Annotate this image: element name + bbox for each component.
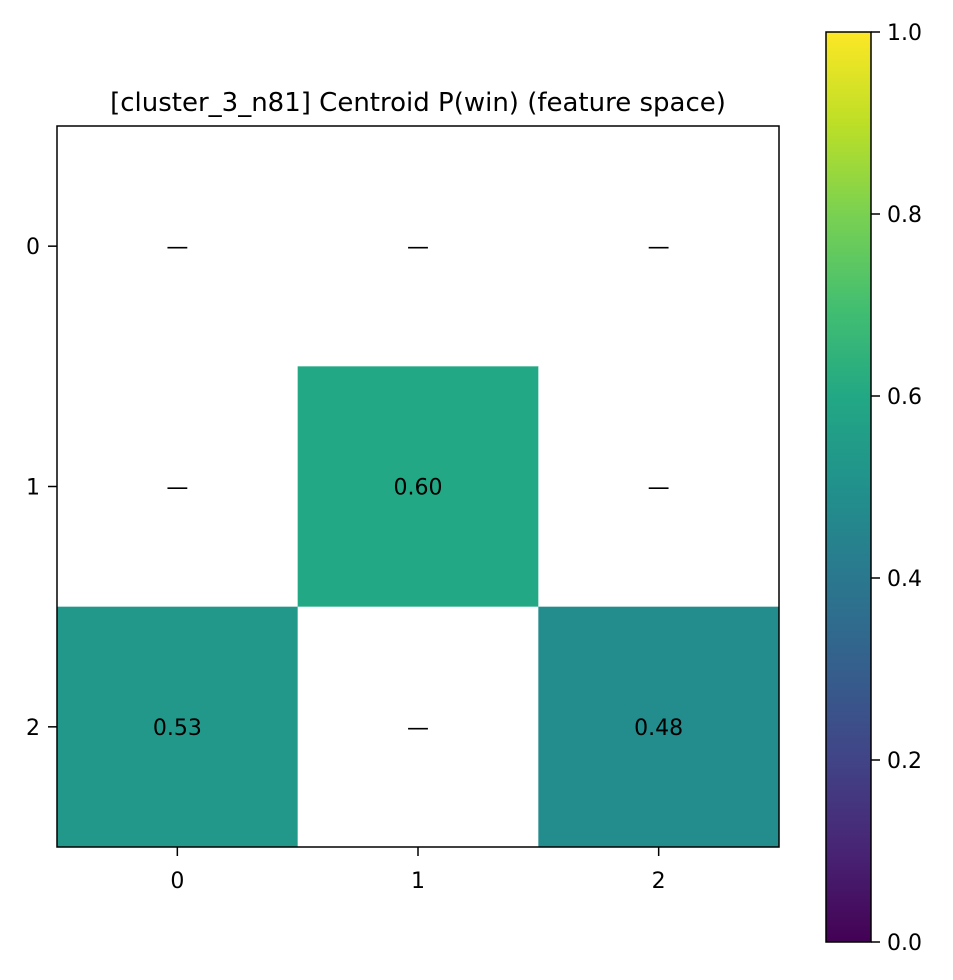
colorbar-ticks: 0.0 0.2 0.4 0.6 0.8 1.0 [871,21,922,956]
colorbar-tick-label-5: 1.0 [887,21,922,46]
heatmap-cell-r2-c2 [538,606,780,848]
heatmap-cell-r1-c2 [538,366,780,608]
heatmap-cell-label-r1-c1: 0.60 [394,476,443,501]
colorbar-tick-label-1: 0.2 [887,749,922,774]
heatmap-cell-r1-c0 [57,366,299,608]
colorbar-tick-label-3: 0.6 [887,385,922,410]
heatmap-cell-r0-c0 [57,126,299,367]
heatmap-cell-label-r0-c0: — [166,235,188,260]
chart-title: [cluster_3_n81] Centroid P(win) (feature… [110,88,726,118]
heatmap-cell-label-r0-c2: — [648,235,670,260]
y-axis: 0 1 2 [26,235,57,741]
colorbar-tick-label-2: 0.4 [887,567,922,592]
heatmap-cell-label-r1-c2: — [648,476,670,501]
x-tick-label-0: 0 [170,869,184,894]
heatmap-cell-label-r2-c2: 0.48 [634,716,683,741]
colorbar-tick-label-4: 0.8 [887,203,922,228]
colorbar: 0.0 0.2 0.4 0.6 0.8 1.0 [825,21,922,956]
heatmap-cell-label-r1-c0: — [166,476,188,501]
colorbar-frame [825,31,872,943]
heatmap-cells [57,126,780,848]
heatmap-cell-r0-c2 [538,126,780,367]
heatmap-cell-label-r2-c1: — [407,716,429,741]
heatmap-cell-label-r0-c1: — [407,235,429,260]
heatmap-cell-label-r2-c0: 0.53 [153,716,202,741]
colorbar-tick-label-0: 0.0 [887,931,922,956]
heatmap-cell-r2-c0 [57,606,299,848]
heatmap-cell-r2-c1 [297,606,539,848]
x-axis: 0 1 2 [170,847,666,894]
y-tick-label-1: 1 [26,476,40,501]
x-tick-label-1: 1 [411,869,425,894]
heatmap-cell-labels: — — — — 0.60 — 0.53 — 0.48 [153,235,683,741]
heatmap-cell-r1-c1 [297,366,539,608]
y-tick-label-0: 0 [26,235,40,260]
colorbar-gradient [826,32,871,942]
y-tick-label-2: 2 [26,716,40,741]
heatmap-cell-r0-c1 [297,126,539,367]
x-tick-label-2: 2 [652,869,666,894]
